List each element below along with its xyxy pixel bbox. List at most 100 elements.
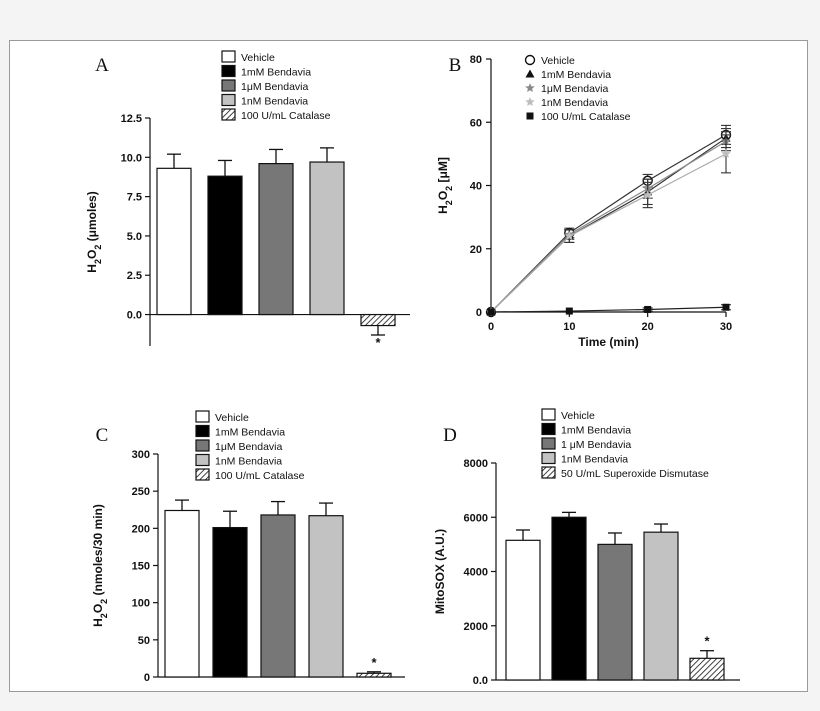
- bar: [689, 657, 725, 681]
- y-tick-label: 0.0: [473, 675, 488, 687]
- y-tick-label: 12.5: [121, 113, 142, 125]
- bar: [551, 516, 587, 681]
- data-point: [721, 148, 731, 158]
- legend-label: 1mM Bendavia: [215, 427, 285, 439]
- panel-C: C 0 50 100 150 200 250 300 H2O2 (nmoles/30 min) *…: [91, 410, 405, 684]
- bar: [212, 526, 248, 678]
- data-point: [644, 305, 652, 313]
- legend-swatch: [221, 108, 236, 121]
- figure: A 0.0 2.5 5.0 7.5 10.0 12.5 H2O2 (μmoles) * Vehic…: [85, 50, 740, 687]
- legend-swatch: [541, 451, 556, 465]
- panel-letter: D: [443, 425, 457, 446]
- y-tick-label: 4000: [464, 567, 488, 579]
- y-axis-label: H2O2 (nmoles/30 min): [91, 504, 109, 627]
- legend-swatch: [195, 424, 210, 438]
- bar: [505, 539, 541, 681]
- y-tick-label: 100: [132, 598, 150, 610]
- panel-letter: A: [95, 55, 109, 76]
- y-axis-label: H2O2 [μM]: [436, 157, 454, 214]
- x-tick-label: 10: [563, 321, 575, 333]
- panel-D: D 0.0 2000 4000 6000 8000 MitoSOX (A.U.) * Vehic…: [433, 408, 740, 687]
- legend-label: 1nM Bendavia: [215, 456, 282, 468]
- y-tick-label: 8000: [464, 458, 488, 470]
- y-tick-label: 300: [132, 449, 150, 461]
- legend-label: 100 U/mL Catalase: [215, 470, 305, 482]
- series-line: [490, 153, 727, 313]
- legend-swatch: [195, 468, 210, 481]
- panel-A: A 0.0 2.5 5.0 7.5 10.0 12.5 H2O2 (μmoles) * Vehic…: [85, 50, 410, 350]
- y-tick-label: 0: [476, 307, 482, 319]
- legend-label: Vehicle: [241, 52, 275, 64]
- y-tick-label: 200: [132, 523, 150, 535]
- bar: [164, 509, 200, 678]
- data-point: [722, 303, 730, 311]
- legend-swatch: [541, 437, 556, 450]
- legend-label: Vehicle: [561, 410, 595, 422]
- bar: [258, 162, 294, 316]
- legend-swatch: [221, 50, 236, 63]
- y-tick-label: 5.0: [127, 231, 142, 243]
- legend-label: 1nM Bendavia: [241, 96, 308, 108]
- y-tick-label: 250: [132, 486, 150, 498]
- legend-swatch: [195, 453, 210, 467]
- y-tick-label: 6000: [464, 512, 488, 524]
- legend-swatch: [221, 79, 236, 92]
- panel-letter: C: [96, 425, 109, 446]
- legend-swatch: [541, 466, 556, 479]
- legend-swatch: [195, 439, 210, 452]
- series-line: [490, 306, 727, 313]
- legend-label: 1nM Bendavia: [541, 97, 608, 109]
- bar: [597, 543, 633, 681]
- data-point: [565, 307, 573, 315]
- series-line: [490, 137, 727, 313]
- significance-marker: *: [704, 634, 710, 649]
- legend-marker: [526, 112, 534, 120]
- y-tick-label: 80: [470, 54, 482, 66]
- legend-label: 1nM Bendavia: [561, 454, 628, 466]
- y-tick-label: 40: [470, 181, 482, 193]
- bar: [356, 672, 392, 678]
- x-tick-label: 0: [488, 321, 494, 333]
- figure-frame: A 0.0 2.5 5.0 7.5 10.0 12.5 H2O2 (μmoles) * Vehic…: [9, 40, 808, 692]
- legend-label: 1μM Bendavia: [541, 83, 608, 95]
- data-point: [564, 231, 575, 241]
- legend-label: Vehicle: [541, 55, 575, 67]
- legend-label: 1mM Bendavia: [541, 69, 611, 81]
- y-tick-label: 20: [470, 244, 482, 256]
- legend-marker: [525, 97, 535, 106]
- y-tick-label: 10.0: [121, 152, 142, 164]
- x-axis-label: Time (min): [578, 335, 638, 349]
- bar: [260, 514, 296, 678]
- y-tick-label: 2.5: [127, 270, 142, 282]
- legend-swatch: [221, 93, 236, 107]
- bar: [207, 175, 243, 316]
- data-point: [642, 190, 653, 199]
- series-line: [490, 134, 727, 313]
- legend-swatch: [541, 408, 556, 421]
- significance-marker: *: [371, 655, 377, 670]
- y-tick-label: 60: [470, 117, 482, 129]
- legend-marker: [525, 83, 535, 92]
- legend-label: 1μM Bendavia: [215, 441, 282, 453]
- y-tick-label: 7.5: [127, 192, 142, 204]
- legend-swatch: [541, 422, 556, 436]
- y-axis-label: H2O2 (μmoles): [85, 191, 103, 272]
- legend-label: 1μM Bendavia: [241, 81, 308, 93]
- legend-label: 100 U/mL Catalase: [241, 110, 331, 122]
- y-tick-label: 0: [144, 672, 150, 684]
- bar: [643, 531, 679, 681]
- legend-label: 100 U/mL Catalase: [541, 111, 631, 123]
- y-tick-label: 150: [132, 561, 150, 573]
- legend-marker: [525, 69, 535, 78]
- bar: [309, 161, 345, 316]
- significance-marker: *: [375, 335, 381, 350]
- legend-label: Vehicle: [215, 412, 249, 424]
- y-tick-label: 50: [138, 635, 150, 647]
- series-line: [490, 140, 727, 313]
- bar: [360, 313, 396, 327]
- y-tick-label: 0.0: [127, 310, 142, 322]
- panel-letter: B: [449, 55, 462, 76]
- y-axis-label: MitoSOX (A.U.): [433, 529, 447, 614]
- x-tick-label: 20: [642, 321, 654, 333]
- legend-label: 1mM Bendavia: [561, 425, 631, 437]
